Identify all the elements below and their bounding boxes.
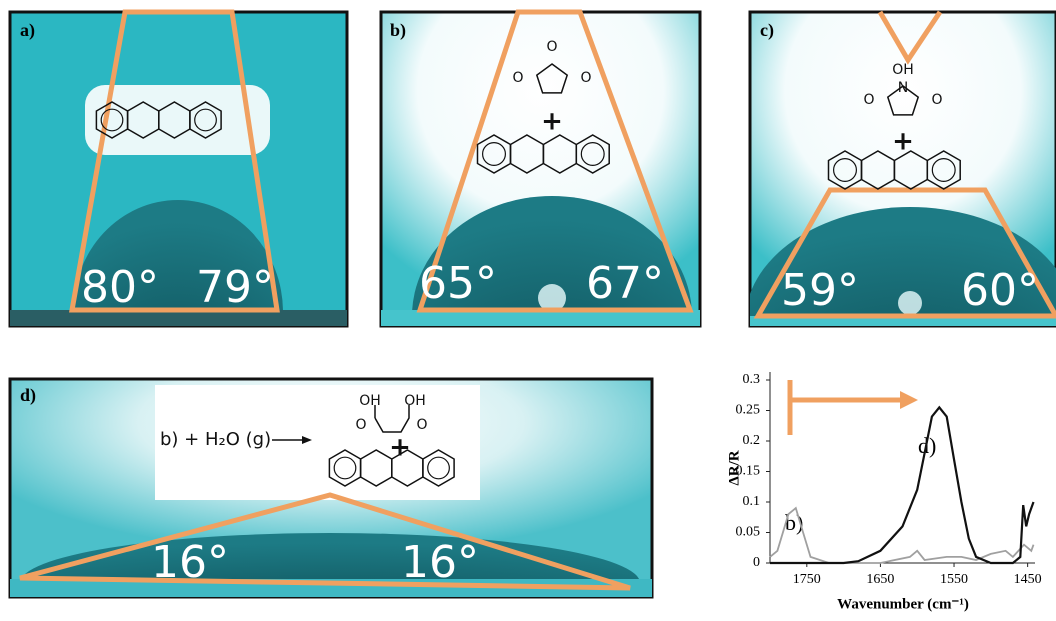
droplet xyxy=(412,196,692,310)
ring xyxy=(535,63,569,94)
x-tick-label: 1650 xyxy=(866,572,894,587)
atom-label: OH xyxy=(892,62,914,78)
ring-bond xyxy=(832,158,857,183)
series-line xyxy=(770,405,1035,565)
arrowhead xyxy=(302,436,312,444)
droplet xyxy=(750,207,1056,316)
ring-bond xyxy=(100,108,124,132)
angle-outline xyxy=(877,10,943,65)
panels xyxy=(8,9,1056,599)
ring-bond xyxy=(482,142,507,167)
panel-label: a) xyxy=(20,20,35,41)
y-tick-label: 0.15 xyxy=(736,464,761,479)
y-tick-label: 0.25 xyxy=(736,403,761,418)
reflection xyxy=(538,284,566,312)
x-tick-label: 1550 xyxy=(940,572,968,587)
ring-bond xyxy=(194,108,217,132)
atom-label: O xyxy=(355,417,366,433)
x-tick-label: 1450 xyxy=(1014,572,1042,587)
atom-label: O xyxy=(546,39,557,55)
x-axis-label: Wavenumber (cm⁻¹) xyxy=(837,596,969,612)
y-axis-label: ΔR/R xyxy=(726,450,742,485)
ring xyxy=(926,150,961,190)
contact-angle: 60° xyxy=(961,265,1039,316)
y-tick-label: 0.2 xyxy=(743,433,761,448)
substrate xyxy=(10,310,347,326)
angle-outline xyxy=(416,9,694,313)
atom-label: O xyxy=(931,92,942,108)
atom-label: OH xyxy=(404,393,426,409)
contact-angle: 59° xyxy=(781,265,859,316)
glow xyxy=(85,85,270,155)
panel-label: d) xyxy=(20,385,36,406)
atom-label: O xyxy=(512,70,523,86)
x-tick-label: 1750 xyxy=(793,572,821,587)
y-tick-label: 0.3 xyxy=(743,372,761,387)
ring xyxy=(575,134,610,174)
bond xyxy=(374,405,410,433)
substrate xyxy=(750,316,1056,326)
ring xyxy=(886,85,920,116)
plus-sign: + xyxy=(892,127,914,157)
glow xyxy=(155,385,480,500)
contact-angle: 65° xyxy=(419,258,497,309)
series-line xyxy=(769,506,1035,564)
plus-sign: + xyxy=(389,433,411,463)
ring xyxy=(189,101,222,139)
reflection xyxy=(898,291,922,315)
contact-angle: 67° xyxy=(586,258,664,309)
contact-angle: 16° xyxy=(401,537,479,588)
y-tick-label: 0.1 xyxy=(743,494,761,509)
ring-bond xyxy=(580,142,605,167)
panel-label: b) xyxy=(390,20,406,41)
contact-angle: 16° xyxy=(151,537,229,588)
droplet xyxy=(73,200,283,310)
ring-bond xyxy=(333,456,357,480)
arrowhead xyxy=(900,391,918,409)
atom-label: N xyxy=(898,80,908,96)
plus-sign: + xyxy=(541,107,563,137)
angle-outline xyxy=(69,9,280,313)
ring xyxy=(422,449,455,487)
contact-angle: 80° xyxy=(81,262,159,313)
chart: Wavenumber (cm⁻¹) ΔR/R d) b) 00.050.10.1… xyxy=(726,372,1042,612)
panel-label: c) xyxy=(760,20,774,41)
angle-outline xyxy=(19,492,631,591)
atom-label: O xyxy=(580,70,591,86)
atom-label: O xyxy=(863,92,874,108)
reaction-note: b) + H₂O (g) xyxy=(160,429,271,450)
atom-label: O xyxy=(416,417,427,433)
contact-angle: 79° xyxy=(196,262,274,313)
y-tick-label: 0 xyxy=(753,555,760,570)
y-tick-label: 0.05 xyxy=(736,525,761,540)
angle-outline xyxy=(753,187,1056,319)
ring-bond xyxy=(931,158,956,183)
substrate xyxy=(381,310,700,326)
atom-label: OH xyxy=(359,393,381,409)
ring-bond xyxy=(427,456,450,480)
